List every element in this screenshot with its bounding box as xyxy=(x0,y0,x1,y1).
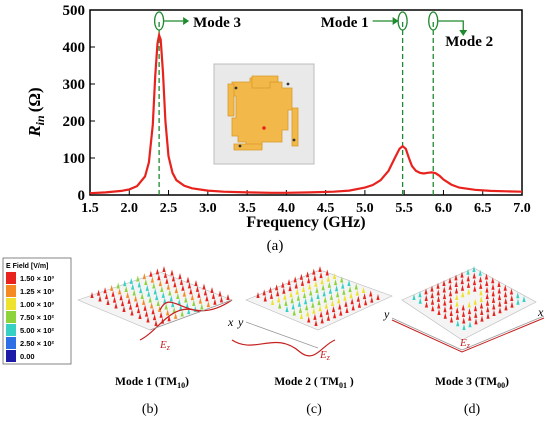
mode2-label: Mode 2 ( TM01 ) xyxy=(274,376,354,390)
mode-lines xyxy=(158,22,434,195)
mode2-plot: x y Ez Mode 2 ( TM01 ) (c) xyxy=(227,266,393,417)
field-legend: E Field [V/m] 1.50 × 10³ 1.25 × 10³ 1.00 ×… xyxy=(2,257,72,365)
x-tick-label: 1.5 xyxy=(81,201,99,216)
caption-d: (d) xyxy=(464,402,481,417)
rin-curve xyxy=(89,31,523,195)
chart-a: 0 100 200 300 400 500 1.5 2.0 2.5 3.0 3.5 4.0 4.5 5.… xyxy=(25,3,531,254)
legend-swatch xyxy=(6,350,16,362)
caption-a: (a) xyxy=(267,238,284,254)
legend-swatch xyxy=(6,324,16,336)
mode-plots: Ez Mode 1 (TM10) (b) x y Ez Mode 2 ( TM0… xyxy=(77,266,545,417)
mode1-ez-label: Ez xyxy=(159,339,171,352)
mode2-y-label: y xyxy=(237,315,244,329)
legend-label: 1.50 × 10³ xyxy=(20,274,54,283)
mode-marker xyxy=(153,11,165,31)
y-tick-label: 0 xyxy=(78,188,86,204)
y-tick-label: 100 xyxy=(63,151,86,167)
antenna-inset xyxy=(213,63,315,165)
mode2-ez-label: Ez xyxy=(319,349,331,362)
caption-b: (b) xyxy=(142,402,159,417)
y-tick-group: 0 100 200 300 400 500 xyxy=(63,3,95,204)
legend-swatch xyxy=(6,298,16,310)
legend-label: 1.25 × 10³ xyxy=(20,287,54,296)
y-tick-label: 200 xyxy=(63,114,86,130)
legend-label: 2.50 × 10² xyxy=(20,339,54,348)
mode3-label: Mode 3 (TM00) xyxy=(435,376,509,390)
mode-marker xyxy=(428,11,439,31)
y-tick-label: 300 xyxy=(63,77,86,93)
legend-label: 5.00 × 10² xyxy=(20,326,54,335)
legend-swatch xyxy=(6,311,16,323)
mode3-x-label: x xyxy=(537,305,544,319)
x-tick-label: 2.0 xyxy=(121,201,139,216)
x-tick-label: 2.5 xyxy=(160,201,178,216)
legend-rows: 1.50 × 10³ 1.25 × 10³ 1.00 × 10³ 7.50 × 10²… xyxy=(6,272,54,362)
mode2-x-label: x xyxy=(227,315,234,329)
mode3-ez-label: Ez xyxy=(459,337,471,350)
x-tick-label: 5.5 xyxy=(395,201,413,216)
mode3-y-label: y xyxy=(383,307,390,321)
x-tick-label: 5.0 xyxy=(356,201,374,216)
x-tick-label: 4.5 xyxy=(317,201,335,216)
x-tick-label: 6.5 xyxy=(474,201,492,216)
mode1-plot: Ez Mode 1 (TM10) (b) xyxy=(77,266,233,417)
mode3-plot: y x Ez Mode 3 (TM00) (d) xyxy=(383,266,545,417)
x-tick-label: 3.5 xyxy=(238,201,256,216)
y-tick-label: 500 xyxy=(63,3,86,19)
legend-label: 7.50 × 10² xyxy=(20,313,54,322)
legend-label: 0.00 xyxy=(20,352,35,361)
x-tick-label: 6.0 xyxy=(435,201,453,216)
mode-annotation-label: Mode 1 xyxy=(321,15,369,31)
x-tick-label: 3.0 xyxy=(199,201,217,216)
legend-label: 1.00 × 10³ xyxy=(20,300,54,309)
legend-swatch xyxy=(6,272,16,284)
x-tick-label: 7.0 xyxy=(513,201,531,216)
legend-title: E Field [V/m] xyxy=(6,263,48,270)
x-tick-group: 1.5 2.0 2.5 3.0 3.5 4.0 4.5 5.0 5.5 6.0 6.5 7.0 xyxy=(81,190,531,216)
caption-c: (c) xyxy=(306,402,322,417)
y-tick-label: 400 xyxy=(63,40,86,56)
mode1-label: Mode 1 (TM10) xyxy=(115,376,189,390)
legend-swatch xyxy=(6,337,16,349)
mode-annotations: Mode 3 Mode 1 Mode 2 xyxy=(153,11,493,50)
legend-swatch xyxy=(6,285,16,297)
mode-annotation-label: Mode 2 xyxy=(445,34,493,50)
x-axis-label: Frequency (GHz) xyxy=(246,214,365,231)
mode-annotation-label: Mode 3 xyxy=(193,15,241,31)
x-tick-label: 4.0 xyxy=(278,201,296,216)
y-axis-label: Rin(Ω) xyxy=(25,87,47,137)
